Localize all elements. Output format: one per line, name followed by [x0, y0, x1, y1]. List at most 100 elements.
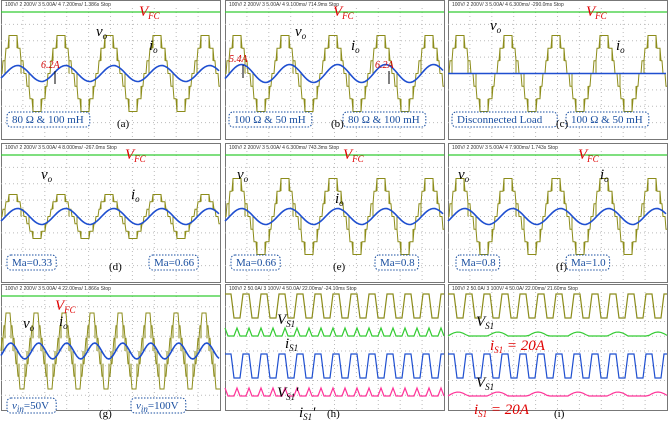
label-box	[6, 254, 57, 271]
switch-trace	[448, 293, 667, 319]
text: vo	[96, 24, 108, 41]
scope-panel: 100V/ 2 200V/ 3 5.00A/ 4 22.00ms/ 1.866s…	[0, 284, 221, 420]
text: VS1'	[277, 385, 299, 402]
label-box	[6, 397, 57, 414]
text: VFC	[578, 147, 600, 164]
label-box	[230, 254, 281, 271]
scope-header: 100V/ 2 200V/ 3 5.00A/ 4 7.200ms/ 1.386s…	[5, 2, 111, 8]
text: io	[131, 187, 140, 204]
label-box	[565, 111, 650, 128]
text: VS1	[277, 312, 295, 329]
output-current-trace	[0, 207, 220, 226]
panel-caption: (b)	[331, 118, 344, 130]
text-sub: S1	[485, 382, 494, 392]
text-sub: o	[244, 174, 249, 184]
label-box	[455, 254, 501, 271]
text-main: V	[333, 4, 344, 20]
text-sub: o	[302, 31, 307, 41]
output-current-trace	[447, 207, 667, 226]
label-box	[374, 254, 420, 271]
text-rest: =50V	[24, 400, 49, 412]
text: 80 Ω & 100 mH	[12, 114, 84, 126]
text-main: i	[600, 167, 604, 183]
text: Ma=1.0	[571, 257, 606, 269]
text: vo	[458, 167, 470, 184]
text: VFC	[139, 4, 161, 21]
text: VFC	[333, 4, 355, 21]
switch-trace	[448, 353, 667, 379]
scope-header: 100V/ 2 200V/ 3 5.00A/ 4 9.100ms/ 714.9m…	[229, 2, 339, 8]
text-sub: o	[497, 25, 502, 35]
scope-header: 100V/ 2 50.0A/ 3 100V/ 4 50.0A/ 22.00ms/…	[229, 286, 357, 292]
panel-caption: (a)	[117, 118, 130, 130]
text-main: V	[277, 385, 288, 401]
text-rest: =100V	[148, 400, 179, 412]
text-sub: o	[355, 45, 360, 55]
text: vin=50V	[12, 400, 49, 414]
text-main: v	[237, 167, 244, 183]
text-main: V	[578, 147, 589, 163]
text-sub: FC	[63, 305, 76, 315]
text-sub: o	[135, 194, 140, 204]
text: Ma=0.8	[380, 257, 415, 269]
label-box	[342, 111, 427, 128]
output-current-trace	[224, 63, 444, 84]
switch-trace	[224, 326, 445, 337]
text-main: i	[335, 191, 339, 207]
text-main: i	[299, 405, 303, 421]
text-sub: in	[17, 404, 25, 414]
text-sub: S1	[478, 409, 487, 419]
panel-caption: (e)	[333, 261, 346, 273]
text-sub: FC	[147, 11, 160, 21]
label-box	[451, 111, 558, 128]
text-main: V	[476, 375, 487, 391]
text: iS1	[285, 336, 298, 353]
scope-header: 100V/ 2 200V/ 3 5.00A/ 4 6.300ms/ -290.0…	[452, 2, 564, 8]
text-sub: o	[339, 198, 344, 208]
text-sub: o	[465, 174, 470, 184]
text: vin=100V	[136, 400, 179, 414]
scope-panel: 100V/ 2 50.0A/ 3 100V/ 4 50.0A/ 22.00ms/…	[447, 284, 668, 420]
text-main: v	[23, 316, 30, 332]
scope-header: 100V/ 2 200V/ 3 5.00A/ 4 7.900ms/ 1.743s…	[452, 145, 558, 151]
text-main: v	[96, 24, 103, 40]
text: vo	[41, 167, 53, 184]
panel-caption: (i)	[554, 408, 565, 420]
switch-trace	[447, 391, 668, 397]
panel-caption: (g)	[99, 408, 112, 420]
text-main: v	[295, 24, 302, 40]
annotation: 6.2A	[375, 60, 395, 71]
text-main: v	[136, 400, 141, 412]
scope-panel: 100V/ 2 50.0A/ 3 100V/ 4 50.0A/ 22.00ms/…	[224, 284, 445, 422]
label-box	[148, 254, 199, 271]
annotation: 5.4A	[229, 54, 249, 65]
text-main: i	[149, 38, 153, 54]
scope-header: 100V/ 2 200V/ 3 5.00A/ 4 22.00ms/ 1.866s…	[5, 286, 111, 292]
text: vo	[295, 24, 307, 41]
text-sub: o	[153, 45, 158, 55]
text-sub: S1	[485, 321, 494, 331]
text-sub: S1	[494, 345, 503, 355]
text: VFC	[343, 147, 365, 164]
text-main: i	[131, 187, 135, 203]
text-sub: o	[103, 31, 108, 41]
output-current-trace	[0, 64, 220, 83]
text: 80 Ω & 100 mH	[348, 114, 420, 126]
switch-trace	[225, 293, 444, 319]
text: iS1 = 20A	[474, 402, 530, 419]
text-sub: o	[604, 174, 609, 184]
output-current-trace	[0, 342, 220, 360]
switch-trace	[447, 331, 668, 337]
text-main: i	[616, 38, 620, 54]
text-sub: S1	[286, 319, 295, 329]
text-sub: S1	[286, 392, 295, 402]
text-sub: FC	[594, 11, 607, 21]
output-voltage-trace	[448, 35, 667, 112]
text-sub: in	[141, 404, 149, 414]
text: io	[335, 191, 344, 208]
text: io	[600, 167, 609, 184]
text-main: V	[277, 312, 288, 328]
text-main: v	[41, 167, 48, 183]
panel-caption: (h)	[327, 408, 340, 420]
text-sub: FC	[341, 11, 354, 21]
